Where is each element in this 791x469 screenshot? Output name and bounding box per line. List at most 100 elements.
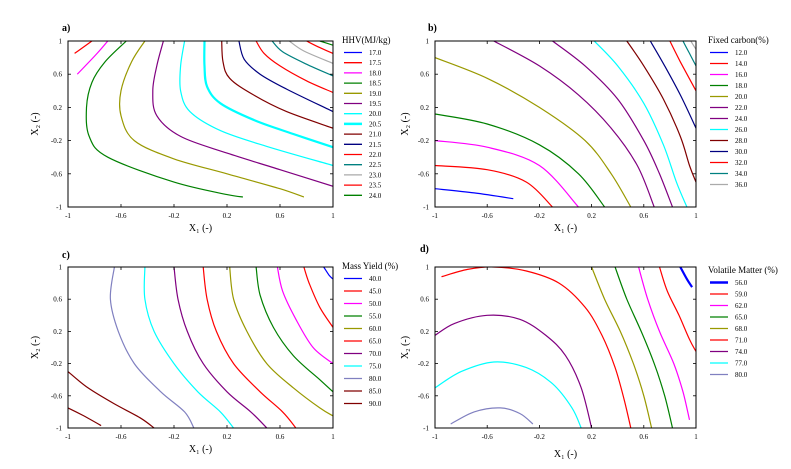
legend-value: 85.0 bbox=[369, 388, 382, 396]
y-tick-label: -1 bbox=[56, 425, 62, 433]
legend-value: 24.0 bbox=[735, 115, 748, 123]
legend-value: 23.0 bbox=[369, 171, 382, 179]
panel-3: c) -1 -0.6 -0.2 0.2 0.6 1 1 0.6 0.2 -0.2 -0.6 -1 X₁ (… bbox=[30, 250, 398, 455]
legend-value: 62.0 bbox=[735, 302, 748, 310]
legend-value: 45.0 bbox=[369, 288, 382, 296]
x-axis-label: X₁ (-) bbox=[554, 449, 577, 460]
x-tick-label: -1 bbox=[432, 212, 438, 220]
legend-value: 20.0 bbox=[735, 93, 748, 101]
x-tick-label: -0.6 bbox=[115, 212, 127, 220]
legend-value: 16.0 bbox=[735, 71, 748, 79]
contour-24.0 bbox=[552, 41, 674, 207]
x-tick-label: 0.6 bbox=[276, 212, 285, 220]
panel-1: a) -1 -0.6 -0.2 0.2 0.6 1 1 0.6 0.2 -0.2 -0.6 -1 X₁ (… bbox=[30, 23, 391, 234]
x-tick-label: -0.6 bbox=[482, 433, 494, 441]
panel-label: c) bbox=[62, 250, 70, 261]
legend-value: 21.0 bbox=[369, 131, 382, 139]
x-tick-label: 1 bbox=[694, 212, 698, 220]
panel-label: d) bbox=[420, 244, 429, 255]
x-tick-label: -1 bbox=[65, 433, 71, 441]
legend-value: 80.0 bbox=[735, 371, 748, 379]
y-tick-label: -0.6 bbox=[51, 392, 63, 400]
y-tick-label: 0.2 bbox=[53, 104, 62, 112]
legend-value: 75.0 bbox=[369, 363, 382, 371]
legend-title: HHV(MJ/kg) bbox=[342, 35, 391, 45]
x-tick-label: 0.2 bbox=[587, 433, 596, 441]
contour-80.0 bbox=[109, 267, 195, 428]
y-tick-label: 0.6 bbox=[420, 71, 429, 79]
legend-value: 19.0 bbox=[369, 90, 382, 98]
legend-value: 17.0 bbox=[369, 49, 382, 57]
y-axis-label: X₂ (-) bbox=[30, 112, 41, 135]
legend-value: 77.0 bbox=[735, 360, 748, 368]
contour-20.0 bbox=[435, 57, 632, 207]
y-tick-label: -1 bbox=[423, 204, 429, 212]
x-axis-label: X₁ (-) bbox=[554, 223, 577, 234]
y-tick-label: 1 bbox=[426, 38, 430, 46]
y-tick-label: 1 bbox=[59, 264, 63, 272]
contour-12.0 bbox=[435, 188, 514, 200]
legend-value: 22.0 bbox=[735, 104, 748, 112]
contour-21.5 bbox=[238, 41, 333, 113]
contour-90.0 bbox=[68, 407, 102, 427]
contour-21.0 bbox=[221, 41, 333, 129]
contour-14.0 bbox=[435, 164, 553, 207]
y-axis-label: X₂ (-) bbox=[400, 112, 411, 135]
legend-value: 74.0 bbox=[735, 348, 748, 356]
legend-value: 36.0 bbox=[735, 181, 748, 189]
contour-lines bbox=[74, 41, 333, 198]
contour-lines bbox=[435, 41, 696, 207]
y-tick-label: 0.6 bbox=[53, 71, 62, 79]
contour-32.0 bbox=[669, 41, 696, 92]
legend-value: 71.0 bbox=[735, 337, 748, 345]
legend-value: 34.0 bbox=[735, 170, 748, 178]
contour-22.0 bbox=[493, 41, 655, 207]
panel-2: b) -1 -0.6 -0.2 0.2 0.6 1 1 0.6 0.2 -0.2 -0.6 -1 X₁ (… bbox=[400, 23, 769, 234]
x-axis-label: X₁ (-) bbox=[189, 223, 212, 234]
contour-56.0 bbox=[679, 267, 694, 288]
contour-77.0 bbox=[435, 361, 582, 428]
legend-title: Mass Yield (%) bbox=[342, 261, 398, 271]
x-axis-label: X₁ (-) bbox=[189, 444, 212, 455]
y-tick-label: 0.6 bbox=[420, 296, 429, 304]
legend-value: 68.0 bbox=[735, 325, 748, 333]
x-tick-label: 0.2 bbox=[223, 212, 232, 220]
contour-68.0 bbox=[591, 267, 653, 428]
legend-value: 20.0 bbox=[369, 110, 382, 118]
contour-lines bbox=[68, 267, 333, 428]
y-tick-label: -0.2 bbox=[51, 137, 63, 145]
legend-value: 56.0 bbox=[735, 279, 748, 287]
legend-value: 22.5 bbox=[369, 161, 382, 169]
contour-85.0 bbox=[68, 371, 155, 428]
x-tick-label: 0.2 bbox=[587, 212, 596, 220]
contour-17.5 bbox=[74, 41, 93, 54]
y-tick-label: 0.2 bbox=[420, 328, 429, 336]
contour-34.0 bbox=[682, 41, 696, 67]
y-axis-label: X₂ (-) bbox=[30, 336, 41, 359]
y-tick-label: 1 bbox=[426, 264, 430, 272]
x-tick-label: 0.6 bbox=[276, 433, 285, 441]
contour-71.0 bbox=[441, 267, 632, 428]
x-tick-label: 0.2 bbox=[223, 433, 232, 441]
contour-20.5 bbox=[203, 41, 333, 149]
contour-23.0 bbox=[288, 41, 333, 64]
contour-22.5 bbox=[271, 41, 333, 77]
legend-value: 24.0 bbox=[369, 192, 382, 200]
legend-value: 28.0 bbox=[735, 137, 748, 145]
y-tick-label: -0.6 bbox=[51, 170, 63, 178]
y-tick-label: -1 bbox=[423, 425, 429, 433]
legend: HHV(MJ/kg) 17.0 17.5 18.0 18.5 19.0 19.5 20.0 20… bbox=[342, 35, 391, 200]
contour-18.0 bbox=[76, 41, 109, 75]
legend-value: 55.0 bbox=[369, 313, 382, 321]
legend-value: 60.0 bbox=[369, 325, 382, 333]
legend-value: 40.0 bbox=[369, 275, 382, 283]
legend-value: 70.0 bbox=[369, 350, 382, 358]
y-tick-label: -0.2 bbox=[418, 137, 430, 145]
x-tick-label: 0.6 bbox=[639, 433, 648, 441]
y-axis-label: X₂ (-) bbox=[400, 336, 411, 359]
x-tick-label: 1 bbox=[331, 433, 335, 441]
contour-75.0 bbox=[143, 267, 235, 428]
contour-18.0 bbox=[435, 113, 606, 207]
plot-frame bbox=[67, 266, 334, 429]
